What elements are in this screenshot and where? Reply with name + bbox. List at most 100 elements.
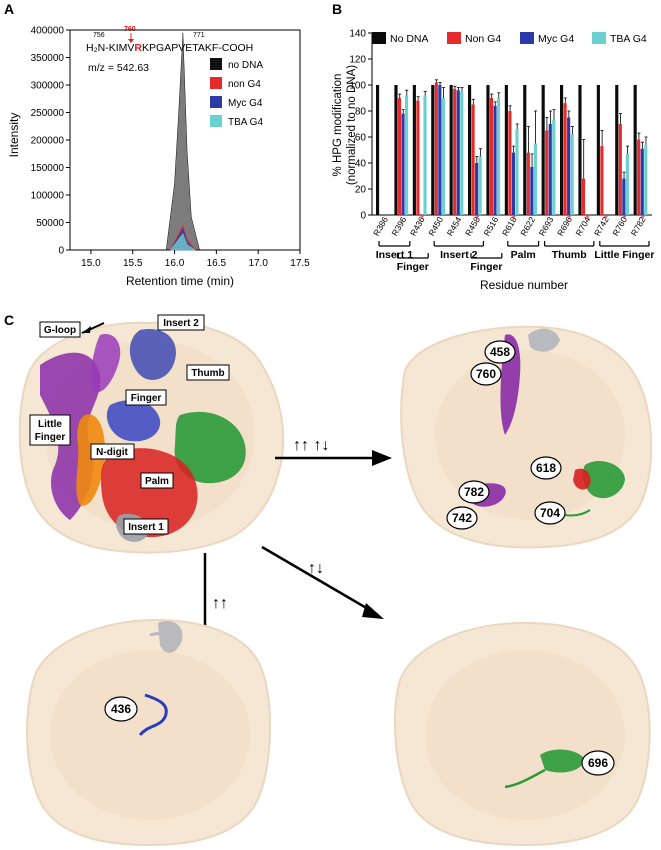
bar-r516-3 [497, 98, 501, 215]
label-thumb: Thumb [186, 364, 230, 381]
svg-text:458: 458 [490, 345, 510, 359]
category-label: R516 [482, 215, 501, 238]
x-tick-label: 17.5 [290, 258, 310, 269]
y-tick-label: 120 [349, 55, 366, 66]
bar-r450-1 [434, 82, 438, 216]
gloop-arrowhead [82, 326, 91, 333]
residue-704: 704 [534, 501, 566, 525]
panel-a-letter: A [4, 1, 14, 17]
category-label: R782 [629, 215, 648, 238]
bar-r742-1 [600, 146, 604, 215]
y-tick-label: 0 [58, 246, 64, 257]
panel-b-letter: B [332, 1, 342, 17]
svg-text:Palm: Palm [145, 476, 169, 487]
arrow-diagonal: ↑↓ [261, 545, 384, 619]
bar-r693-1 [545, 130, 549, 215]
panel-b-chart: B 0 20 40 60 80 100 120 140 No DNA Non G4 Myc G4 T… [332, 1, 654, 292]
y-tick-label: 150000 [31, 163, 65, 174]
y-tick-label: 200000 [31, 136, 65, 147]
bar-r693-0 [541, 85, 545, 215]
category-label: R704 [574, 215, 593, 238]
label-palm: Palm [140, 472, 174, 489]
structure-top-right [400, 325, 653, 549]
g-loop-ribbon [91, 334, 121, 393]
bar-r436-3 [423, 95, 427, 215]
bar-r618-3 [515, 129, 519, 215]
label-ndigit: N-digit [90, 443, 135, 460]
bar-r458-3 [478, 156, 482, 215]
category-label: R454 [445, 215, 464, 238]
bar-r396-0 [394, 85, 398, 215]
bar-r693-3 [552, 120, 556, 215]
panel-b-xlabel: Residue number [480, 278, 568, 292]
bar-r696-0 [560, 85, 564, 215]
peptide-left: H₂N-KIMV [86, 42, 134, 54]
category-label: R450 [426, 215, 445, 238]
structure-bottom-left [25, 618, 272, 847]
y-tick-label: 40 [355, 159, 367, 170]
svg-text:Finger: Finger [35, 432, 66, 443]
residue-458: 458 [484, 340, 516, 364]
svg-text:Insert 1: Insert 1 [128, 522, 164, 533]
legend-swatch [520, 32, 534, 44]
y-tick-label: 400000 [31, 26, 65, 37]
thumb-loop-br [504, 768, 546, 789]
bar-r760-3 [625, 153, 629, 215]
svg-text:Thumb: Thumb [191, 368, 224, 379]
pos-760-arrowhead [128, 39, 134, 43]
bar-r436-0 [412, 85, 416, 215]
bar-r454-0 [449, 85, 453, 215]
pos-771: 771 [193, 32, 205, 39]
significance-star: * [622, 214, 626, 225]
residue-618: 618 [530, 456, 562, 480]
label-little-finger: Little Finger [29, 414, 71, 446]
significance-star: * [641, 214, 645, 225]
bar-r436-1 [416, 100, 420, 215]
bar-r760-2 [622, 178, 626, 215]
legend-label: Non G4 [465, 33, 501, 45]
category-label: R436 [408, 215, 427, 238]
legend-label: No DNA [390, 33, 429, 45]
bar-r782-0 [633, 85, 637, 215]
bar-r782-3 [644, 144, 648, 215]
panel-a-peaks [165, 32, 200, 251]
significance-star: * [420, 214, 424, 225]
category-label: R386 [371, 215, 390, 238]
bar-r622-2 [530, 166, 534, 215]
legend-swatch [210, 96, 222, 108]
svg-text:Finger: Finger [131, 393, 162, 404]
bar-r760-1 [618, 124, 622, 215]
bar-r742-0 [596, 85, 600, 215]
bar-r696-2 [567, 117, 571, 215]
svg-text:G-loop: G-loop [44, 325, 76, 336]
bar-r622-3 [533, 143, 537, 215]
panel-a-xlabel: Retention time (min) [126, 274, 234, 288]
significance-star: * [604, 214, 608, 225]
bar-r516-0 [486, 85, 490, 215]
svg-text:782: 782 [464, 485, 484, 499]
category-label: R458 [463, 215, 482, 238]
residue-742: 742 [446, 506, 478, 530]
structure-bottom-right [393, 621, 651, 847]
bar-r458-2 [475, 163, 479, 215]
x-tick-label: 16.0 [165, 258, 185, 269]
bar-r450-2 [438, 85, 442, 215]
legend-label: Myc G4 [228, 98, 263, 109]
svg-text:N-digit: N-digit [96, 447, 128, 458]
panel-b-legend: No DNA Non G4 Myc G4 TBA G4 [372, 32, 647, 45]
panel-c-letter: C [4, 312, 14, 328]
bar-r618-0 [504, 85, 508, 215]
surface-shade-bl [50, 650, 250, 820]
legend-label: TBA G4 [228, 117, 263, 128]
y-tick-label: 250000 [31, 108, 65, 119]
x-tick-label: 17.0 [248, 258, 268, 269]
peptide-sequence: H₂N-KIMVRKPGAPVETAKF-COOH [86, 42, 253, 54]
category-label: R696 [555, 215, 574, 238]
svg-text:436: 436 [111, 702, 131, 716]
y-tick-label: 0 [360, 211, 366, 222]
residue-markers-tr: 458 760 782 742 618 704 [446, 340, 566, 530]
domain-labels: G-loop Insert 2 Finger Thumb Little Fing… [29, 314, 230, 535]
residue-696: 696 [581, 750, 615, 776]
panel-b-ylabel-1: % HPG modification [332, 74, 344, 177]
